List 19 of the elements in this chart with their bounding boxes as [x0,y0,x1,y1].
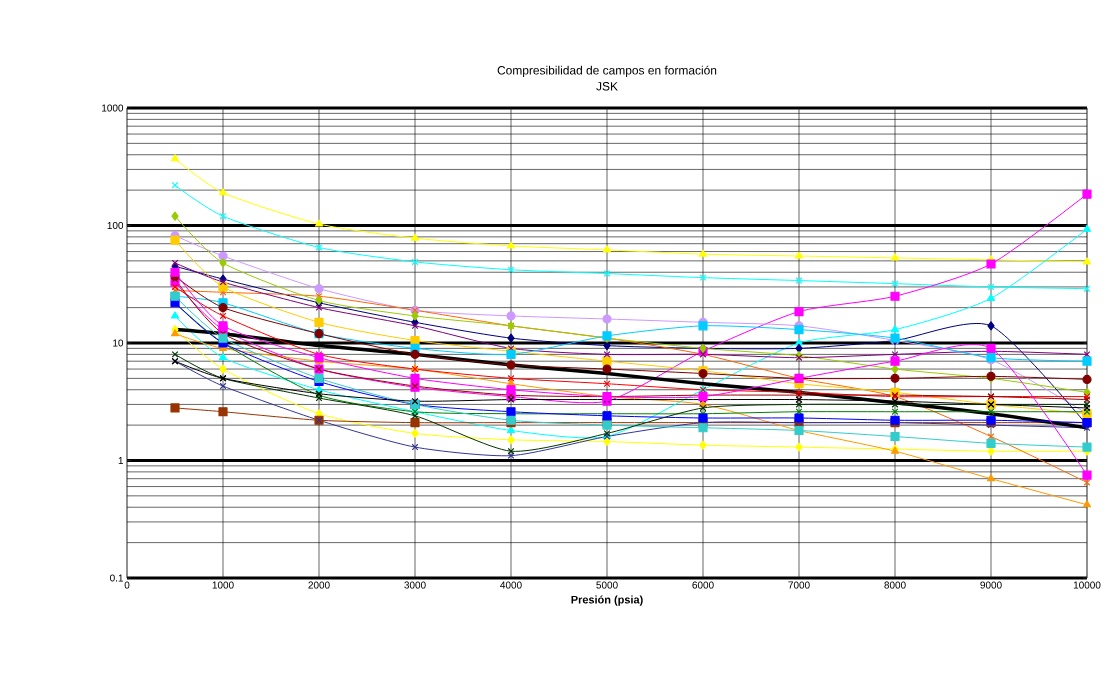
chart-title: Compresibilidad de campos en formación [497,65,717,77]
x-tick-label: 6000 [692,581,714,589]
x-tick-label: 5000 [596,581,618,589]
x-tick-label: 9000 [980,581,1002,589]
x-tick-label: 3000 [404,581,426,589]
chart-subtitle: JSK [596,82,618,91]
x-tick-label: 4000 [500,581,522,589]
x-tick-label: 1000 [212,581,234,589]
y-tick-label: 10 [113,339,124,347]
x-tick-label: 0 [124,581,130,589]
x-tick-label: 10000 [1073,581,1101,589]
x-tick-label: 8000 [884,581,906,589]
x-tick-label: 7000 [788,581,810,589]
y-tick-label: 100 [107,221,124,230]
y-tick-label: 1000 [102,104,124,112]
x-axis-title: Presión (psia) [571,595,643,606]
y-tick-label: 0.1 [110,574,124,582]
y-tick-label: 1 [118,457,124,464]
x-tick-label: 2000 [308,581,330,589]
